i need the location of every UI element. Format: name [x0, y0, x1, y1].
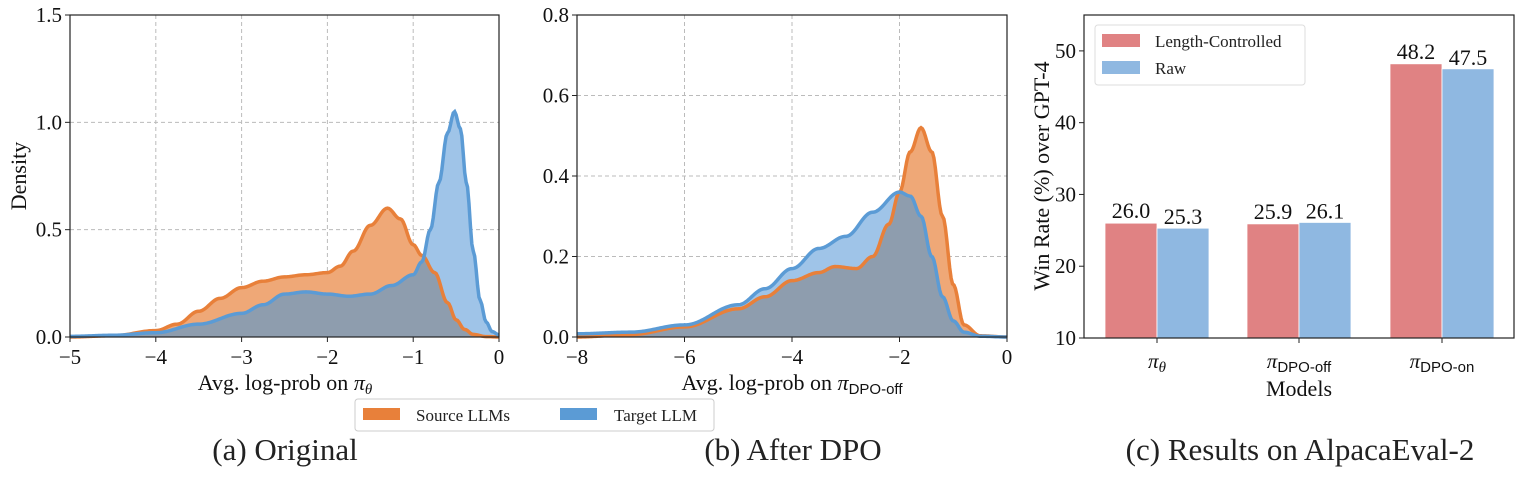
y-tick-label: 0.0: [543, 325, 569, 349]
y-tick-label: 30: [1055, 182, 1076, 206]
x-tick-label: −5: [59, 345, 81, 369]
x-tick-label: −8: [566, 345, 588, 369]
x-tick-label: −4: [781, 345, 804, 369]
bar-value-label: 47.5: [1449, 45, 1488, 70]
y-tick-label: 0.2: [543, 245, 569, 269]
x-tick-label: −1: [402, 345, 424, 369]
legend-label-lc: Length-Controlled: [1155, 32, 1282, 51]
xlabel-subscript: θ: [365, 382, 373, 398]
y-tick-label: 1.5: [36, 3, 62, 27]
pi-symbol: π: [354, 370, 366, 395]
bar-value-label: 25.9: [1254, 199, 1293, 224]
pi-symbol: π: [1148, 349, 1159, 373]
bar-value-label: 26.0: [1112, 198, 1151, 223]
x-tick-label: −3: [230, 345, 252, 369]
bar-length-controlled: [1389, 63, 1443, 339]
bar-raw: [1441, 68, 1495, 339]
legend-swatch-target: [560, 408, 597, 420]
kde-line-source-llms: [576, 125, 1008, 339]
x-tick-label: −4: [145, 345, 168, 369]
bar-raw: [1298, 222, 1352, 339]
xlabel-subscript: DPO-off: [849, 381, 904, 398]
category-subscript: DPO-on: [1420, 359, 1474, 376]
xlabel-text: Avg. log-prob on: [198, 370, 354, 395]
pi-symbol: π: [1267, 349, 1278, 373]
kde-line-target-llm: [69, 108, 500, 339]
pi-symbol: π: [838, 370, 850, 395]
panel-a-ylabel: Density: [6, 142, 31, 210]
y-tick-label: 0.6: [543, 84, 569, 108]
x-tick-label: 0: [1002, 345, 1013, 369]
y-tick-label: 0.5: [36, 218, 62, 242]
bar-raw: [1156, 227, 1210, 339]
legend-box: [1094, 24, 1306, 86]
legend-distributions: Source LLMs Target LLM: [354, 398, 715, 432]
y-tick-label: 20: [1055, 254, 1076, 278]
y-tick-label: 0.4: [543, 164, 570, 188]
panel-a-xlabel: Avg. log-prob on πθ: [198, 370, 373, 398]
bar-length-controlled: [1104, 222, 1158, 339]
plot-frame: [69, 14, 500, 338]
category-subscript: DPO-off: [1277, 359, 1332, 376]
x-tick-label: πDPO-on: [1410, 349, 1475, 376]
panel-c-ylabel: Win Rate (%) over GPT-4: [1029, 61, 1054, 290]
y-tick-label: 0.0: [36, 325, 62, 349]
x-tick-label: −2: [888, 345, 910, 369]
legend-swatch-raw: [1102, 61, 1140, 74]
legend-label-raw: Raw: [1155, 59, 1187, 78]
x-tick-label: πDPO-off: [1267, 349, 1332, 376]
caption-a: (a) Original: [212, 432, 357, 467]
legend-label-target: Target LLM: [614, 406, 697, 425]
panel-a-original: −5 −4 −3 −2 −1 0 0.0 0.5 1.0 1.5: [36, 3, 505, 369]
bar-length-controlled: [1246, 223, 1300, 339]
y-tick-label: 1.0: [36, 110, 62, 134]
histogram-overlap: [577, 192, 1007, 337]
xlabel-text: Avg. log-prob on: [682, 370, 838, 395]
panel-b-xlabel: Avg. log-prob on πDPO-off: [682, 370, 904, 398]
bar-value-label: 26.1: [1306, 198, 1345, 223]
caption-b: (b) After DPO: [704, 432, 881, 467]
bar-value-label: 25.3: [1164, 204, 1203, 229]
panel-c-xlabel: Models: [1266, 376, 1332, 401]
histogram-target-llm: [70, 111, 499, 337]
y-tick-label: 40: [1055, 111, 1076, 135]
y-tick-label: 10: [1055, 326, 1076, 350]
x-tick-label: −2: [316, 345, 338, 369]
y-tick-label: 50: [1055, 39, 1076, 63]
pi-symbol: π: [1410, 349, 1421, 373]
caption-c: (c) Results on AlpacaEval-2: [1126, 432, 1475, 467]
legend-label-source: Source LLMs: [416, 406, 510, 425]
category-subscript: θ: [1159, 360, 1167, 376]
legend-swatch-lc: [1102, 34, 1140, 47]
legend-winrate: Length-Controlled Raw: [1094, 24, 1306, 86]
legend-swatch-source: [363, 408, 400, 420]
y-tick-label: 0.8: [543, 3, 569, 27]
bar-value-label: 48.2: [1397, 39, 1436, 64]
x-tick-label: πθ: [1148, 349, 1167, 376]
kde-line-target-llm: [576, 190, 1008, 339]
x-tick-label: −6: [673, 345, 695, 369]
panel-b-after-dpo: −8 −6 −4 −2 0 0.0 0.2 0.4 0.6 0.8: [543, 3, 1013, 369]
legend-box: [354, 398, 715, 432]
histogram-overlap: [70, 257, 499, 337]
x-tick-label: 0: [494, 345, 505, 369]
